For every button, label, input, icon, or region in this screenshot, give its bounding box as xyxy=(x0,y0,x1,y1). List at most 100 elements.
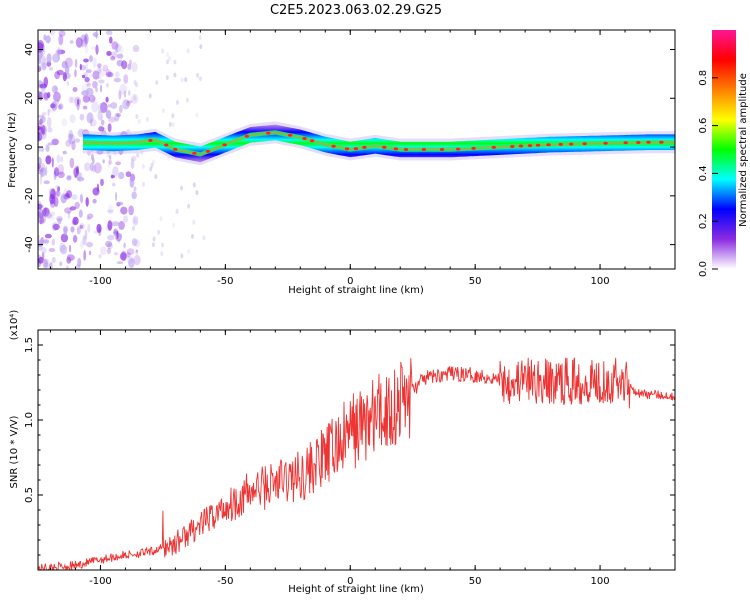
noise-blob xyxy=(119,83,127,95)
peak-spot xyxy=(382,145,387,149)
noise-blob xyxy=(187,248,191,254)
snr-frame xyxy=(37,329,676,571)
noise-blob xyxy=(123,215,129,223)
noise-blob xyxy=(108,116,116,123)
noise-blob xyxy=(42,111,47,116)
noise-blob xyxy=(77,257,82,268)
noise-blob xyxy=(85,87,94,97)
noise-blob xyxy=(74,69,77,78)
peak-spot xyxy=(535,143,541,147)
noise-blob xyxy=(113,77,121,83)
noise-blob xyxy=(47,108,50,117)
noise-blob xyxy=(95,44,99,55)
noise-blob xyxy=(84,162,91,172)
x-tick-label: 50 xyxy=(469,576,482,587)
noise-blob xyxy=(38,259,41,267)
peak-spot xyxy=(471,146,476,150)
x-tick-label: -100 xyxy=(89,276,112,287)
colorbar-scale xyxy=(712,30,736,269)
noise-blob xyxy=(38,58,41,65)
y-tick-label: 0.5 xyxy=(24,487,35,503)
snr-plot-area xyxy=(38,357,675,570)
noise-blob xyxy=(116,113,121,118)
noise-blob xyxy=(115,48,118,53)
noise-blob xyxy=(82,235,87,246)
noise-blob xyxy=(79,193,84,204)
peak-spot xyxy=(603,141,608,145)
noise-blob xyxy=(109,36,113,44)
noise-blob xyxy=(110,55,116,61)
colorbar-tick-label: 0.8 xyxy=(698,70,709,86)
noise-blob xyxy=(39,175,42,185)
noise-blob xyxy=(80,241,84,249)
noise-blob xyxy=(171,113,175,119)
noise-blob xyxy=(79,113,85,121)
noise-blob xyxy=(38,208,44,219)
noise-blob xyxy=(71,194,78,200)
peak-spot xyxy=(164,143,169,147)
peak-spot xyxy=(491,145,496,149)
figure-title: C2E5.2023.063.02.29.G25 xyxy=(270,3,442,18)
noise-blob xyxy=(43,262,51,269)
noise-blob xyxy=(85,197,89,207)
noise-blob xyxy=(160,251,164,257)
peak-spot xyxy=(659,140,664,144)
noise-blob xyxy=(92,70,100,80)
noise-blob xyxy=(186,48,190,54)
noise-blob xyxy=(125,101,131,107)
noise-blob xyxy=(131,93,139,104)
peak-spot xyxy=(173,147,178,151)
noise-blob xyxy=(107,242,113,250)
noise-blob xyxy=(97,110,103,121)
noise-blob xyxy=(105,30,113,36)
noise-blob xyxy=(67,175,72,179)
spectrogram-y-axis-label: Frequency (Hz) xyxy=(7,112,18,188)
noise-blob xyxy=(57,218,62,225)
noise-blob xyxy=(135,249,138,253)
noise-blob xyxy=(62,72,67,82)
peak-spot xyxy=(455,147,461,151)
noise-blob xyxy=(69,206,77,211)
noise-blob xyxy=(105,109,112,119)
noise-blob xyxy=(46,53,52,64)
noise-blob xyxy=(76,226,81,235)
noise-blob xyxy=(41,148,45,152)
noise-blob xyxy=(108,159,112,165)
noise-blob xyxy=(38,146,44,152)
peak-spot xyxy=(309,139,315,143)
noise-blob xyxy=(88,250,92,256)
noise-blob xyxy=(96,223,102,233)
spectrogram-x-axis-label: Height of straight line (km) xyxy=(288,285,424,296)
noise-blob xyxy=(97,63,102,68)
noise-blob xyxy=(107,204,114,215)
y-tick-label: 1.5 xyxy=(24,337,35,353)
noise-blob xyxy=(51,157,54,168)
peak-spot xyxy=(518,144,524,148)
noise-blob xyxy=(195,112,199,118)
noise-blob xyxy=(79,63,82,71)
peak-spot xyxy=(362,145,367,149)
x-tick-label: 50 xyxy=(469,276,482,287)
noise-blob xyxy=(133,239,141,248)
noise-blob xyxy=(97,66,102,74)
noise-blob xyxy=(65,57,73,68)
peak-spot xyxy=(527,144,533,148)
noise-blob xyxy=(133,79,137,85)
peak-spot xyxy=(148,138,153,142)
noise-blob xyxy=(64,66,70,74)
noise-blob xyxy=(43,34,47,41)
noise-blob xyxy=(46,117,52,128)
noise-blob xyxy=(118,201,124,206)
noise-blob xyxy=(70,96,77,103)
noise-blob xyxy=(41,62,47,71)
noise-blob xyxy=(99,84,103,93)
noise-blob xyxy=(119,252,127,261)
signal-band xyxy=(83,124,675,163)
noise-blob xyxy=(101,119,105,126)
noise-blob xyxy=(114,71,120,78)
peak-spot xyxy=(302,137,307,140)
noise-blob xyxy=(38,126,42,131)
noise-blob xyxy=(157,229,161,235)
noise-blob xyxy=(45,213,53,219)
noise-blob xyxy=(136,216,139,226)
